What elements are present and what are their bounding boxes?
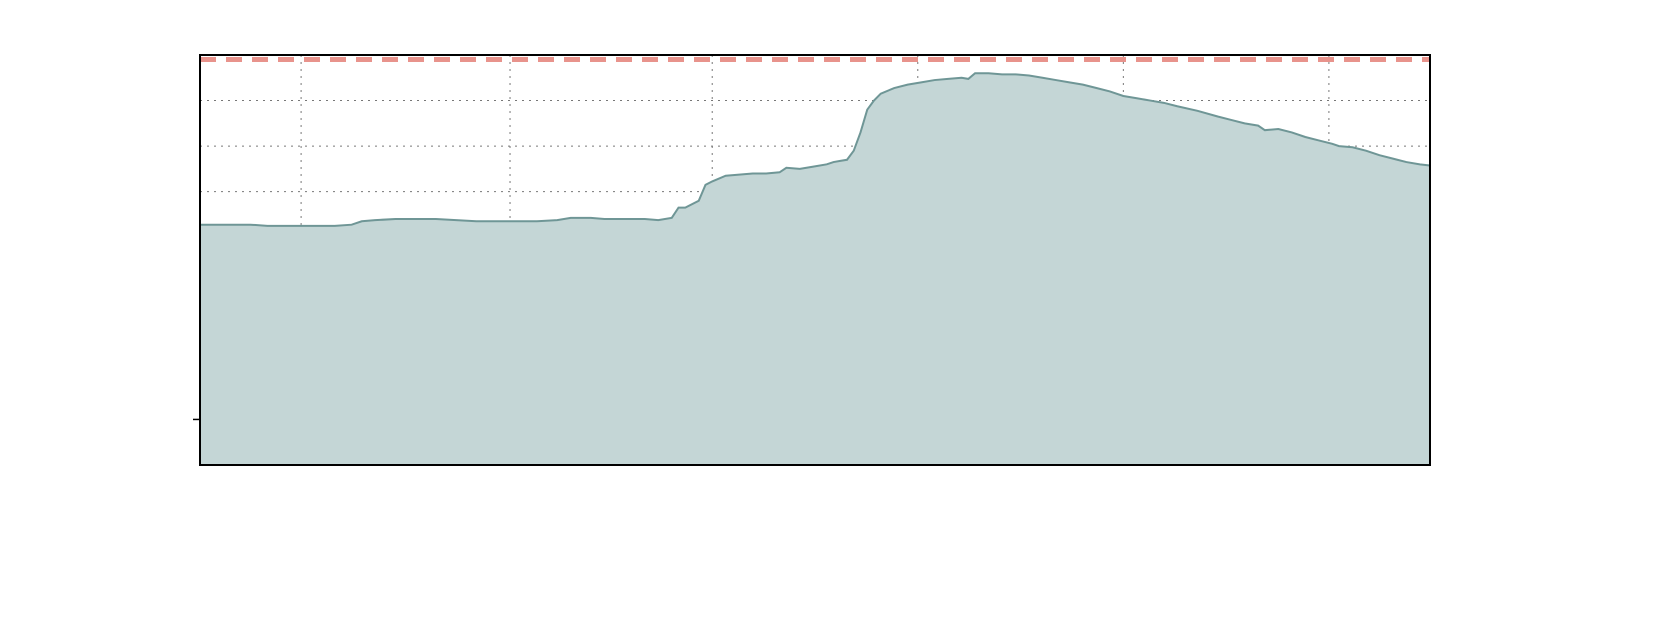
chart-svg [0, 0, 1680, 630]
reservoir-storage-chart [0, 0, 1680, 630]
